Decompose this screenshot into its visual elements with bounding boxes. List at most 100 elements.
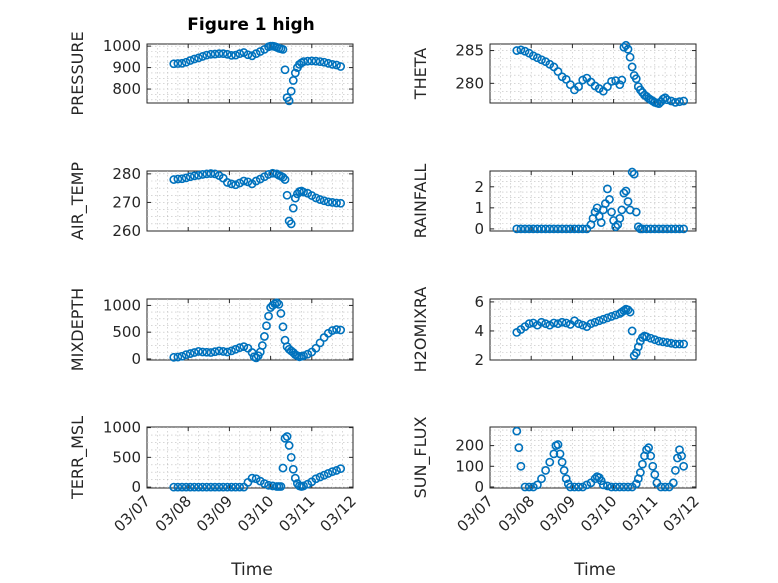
subplot-mixdepth: 0 500 1000 MIXDEPTH	[68, 288, 354, 371]
data-point	[578, 224, 588, 234]
data-point	[537, 224, 546, 234]
data-point	[565, 224, 575, 234]
data-point	[198, 482, 208, 492]
data-point	[332, 198, 341, 208]
data-point	[679, 339, 689, 349]
data-point	[603, 481, 612, 491]
data-point	[278, 463, 288, 473]
data-point	[675, 224, 684, 234]
data-point	[284, 441, 294, 450]
y-axis-label: PRESSURE	[68, 31, 87, 115]
data-point	[646, 224, 656, 234]
data-point	[598, 314, 608, 324]
y-tick-label: 1	[474, 199, 484, 217]
y-axis-label: THETA	[411, 48, 430, 100]
data-point	[650, 224, 660, 234]
data-point	[656, 482, 666, 492]
data-point	[565, 80, 575, 90]
data-point	[222, 482, 232, 492]
data-point	[227, 50, 236, 60]
data-point	[553, 440, 563, 449]
data-point	[311, 193, 321, 203]
y-tick-label: 0	[474, 478, 484, 496]
data-point	[231, 50, 240, 60]
data-point	[278, 44, 288, 54]
data-point	[524, 224, 534, 234]
y-tick-label: 260	[112, 222, 141, 240]
data-point	[611, 482, 621, 492]
data-point	[668, 478, 678, 488]
data-point	[280, 65, 290, 75]
data-point	[185, 482, 195, 492]
data-point	[251, 353, 261, 363]
data-point	[537, 474, 546, 484]
data-point	[605, 195, 614, 204]
data-point	[173, 174, 183, 184]
data-point	[210, 169, 220, 179]
data-point	[323, 469, 333, 478]
data-point	[559, 466, 569, 475]
x-tick-label: 03/11	[618, 492, 661, 535]
y-tick-label: 1000	[103, 296, 141, 314]
data-point	[679, 461, 689, 471]
data-point	[642, 224, 651, 234]
data-point	[623, 482, 633, 492]
data-point	[319, 470, 329, 480]
data-point	[311, 56, 321, 66]
data-point	[227, 346, 236, 356]
data-point	[177, 58, 187, 68]
data-point	[666, 338, 676, 348]
data-point	[264, 311, 273, 321]
data-point	[194, 347, 203, 356]
data-point	[299, 481, 308, 491]
y-tick-label: 100	[455, 457, 484, 475]
data-point	[650, 335, 660, 345]
data-point	[323, 58, 333, 68]
y-tick-label: 800	[112, 80, 141, 98]
data-point	[239, 342, 249, 352]
data-point	[315, 338, 325, 348]
data-point	[520, 224, 530, 234]
data-point	[189, 482, 199, 492]
data-point	[598, 480, 608, 490]
data-point	[629, 169, 639, 179]
data-point	[327, 467, 337, 477]
data-point	[235, 49, 245, 59]
data-point	[677, 451, 686, 461]
data-point	[627, 62, 637, 72]
data-point	[214, 49, 224, 59]
y-axis-label: TERR_MSL	[68, 416, 88, 500]
data-point	[520, 482, 530, 492]
x-tick-label: 03/12	[317, 492, 360, 535]
y-tick-label: 1000	[103, 37, 141, 55]
x-tick-label: 03/10	[577, 492, 620, 535]
data-point	[586, 319, 596, 329]
data-point	[638, 459, 647, 469]
data-point	[202, 482, 212, 492]
data-point	[646, 451, 656, 461]
subplot-pressure: 800 900 1000 PRESSURE	[68, 31, 354, 116]
data-point	[185, 172, 195, 182]
x-tick-label: 03/12	[660, 492, 703, 535]
data-point	[607, 312, 616, 321]
data-point	[532, 224, 542, 234]
data-point	[545, 457, 555, 467]
data-point	[299, 57, 308, 66]
data-point	[574, 319, 583, 329]
data-point	[671, 224, 680, 234]
data-point	[644, 443, 654, 453]
y-tick-label: 280	[455, 74, 484, 92]
data-point	[532, 53, 542, 63]
data-point	[262, 321, 271, 331]
data-point	[206, 169, 216, 178]
data-point	[561, 75, 571, 84]
data-point	[274, 299, 284, 309]
data-point	[235, 482, 245, 492]
y-axis-label: H2OMIXRA	[411, 287, 430, 373]
data-point	[514, 443, 524, 453]
data-point	[603, 313, 612, 323]
data-point	[607, 207, 616, 217]
data-point	[607, 482, 616, 492]
